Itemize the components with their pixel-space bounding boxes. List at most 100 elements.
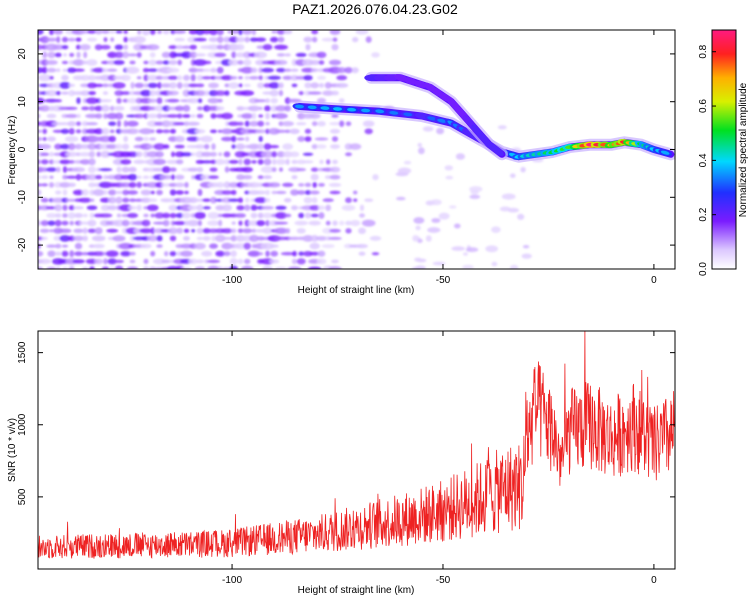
ridge-peak [375,109,385,114]
spectrogram-cell [190,114,196,118]
spectrogram-cell [309,205,321,211]
spectrogram-cell [103,37,108,42]
spectrogram-cell [257,82,265,89]
spectrogram-cell [162,212,171,219]
spectrogram-cell [122,189,130,196]
spectrogram-cell [159,175,173,180]
spectrogram-cell [72,68,85,72]
spectrogram-cell [274,113,288,119]
spectrogram-cell [202,236,211,241]
spectrogram-cell [255,59,267,66]
spectrogram-cell [235,213,246,218]
spectrogram-cell [67,37,76,42]
spectrogram-cell [92,251,106,256]
spectrogram-cell [174,135,185,143]
spectrogram-cell [218,266,223,269]
spectrogram-cell [89,266,95,269]
spectrogram-cell [195,83,205,88]
spectrogram-cell [275,105,287,112]
spectrogram-cell [93,83,104,88]
spectrogram-cell [262,44,273,51]
spectrogram-cell [431,218,441,223]
spectrogram-cells [38,30,544,269]
spectrogram-cell [146,120,159,127]
spectrogram-cell [310,82,320,89]
spectrogram-cell [310,167,319,172]
spectrogram-cell [210,129,217,134]
spectrogram-cell [74,251,83,256]
spectrogram-cell [49,76,54,80]
y-tick-label: 1500 [17,341,28,364]
spectrogram-cell [365,36,372,43]
spectrogram-cell [125,66,140,74]
spectrogram-cell [120,91,132,95]
spectrogram-cell [345,152,352,157]
spectrogram-cell [196,167,204,173]
spectrogram-cell [68,128,75,135]
spectrogram-cell [319,159,324,165]
spectrogram-cell [170,128,176,134]
spectrogram-cell [38,121,41,127]
spectrogram-cell [228,82,239,89]
spectrogram-cell [112,219,126,227]
spectrogram-cell [40,36,50,44]
spectrogram-cell [167,114,179,118]
spectrogram-cell [275,205,287,210]
spectrogram-cell [268,128,281,135]
spectrogram-cell [241,265,254,269]
spectrogram-cell [56,68,61,72]
spectrogram-ridges [292,71,675,163]
spectrogram-cell [322,90,335,96]
spectrogram-cell [298,183,305,187]
spectrogram-cell [263,158,272,166]
spectrogram-cell [236,106,245,111]
colorbar: 0.0 0.2 0.4 0.6 0.8 Normalized spectral ampl… [698,29,749,276]
spectrogram-cell [123,44,129,50]
spectrogram-cell [289,151,300,158]
spectrogram-cell [176,159,184,165]
spectrogram-cell [141,30,151,36]
spectrogram-cell [318,60,325,65]
spectrogram-cell [147,98,158,103]
spectrogram-cell [123,136,129,142]
spectrogram-cell [107,189,117,196]
spectrogram-cell [311,234,319,242]
spectrogram-cell [187,205,199,211]
spectrogram-cell [40,220,49,227]
spectrogram-cell [413,217,425,224]
spectrogram-cell [318,183,325,187]
spectrogram-cell [142,136,150,142]
spectrogram-cell [242,175,253,180]
spectrogram-cell [42,66,48,74]
spectrogram-cell [216,30,224,36]
spectrogram-cell [243,242,251,250]
spectrogram-cell [220,128,234,135]
spectrogram-cell [244,75,251,80]
spectrogram-cell [127,173,138,181]
spectrogram-cell [309,242,320,250]
spectrogram-cell [123,36,128,43]
spectrogram-cell [154,105,165,112]
spectrogram-cell [113,106,125,111]
spectrogram-cell [161,259,171,264]
spectrogram-cell [298,212,305,219]
spectrogram-cell [296,159,307,165]
spectrogram-cell [331,136,339,142]
spectrogram-cell [39,205,50,211]
spectrogram-cell [307,266,322,269]
spectrogram-cell [142,175,150,179]
spectrogram-cell [142,68,150,73]
spectrogram-cell [114,190,124,195]
spectrogram-cell [223,251,231,257]
spectrogram-cell [88,182,96,188]
spectrogram-cell [127,53,138,57]
spectrogram-cell [445,175,454,180]
spectrogram-cell [258,75,263,81]
spectrogram-cell [72,189,85,196]
spectrogram-cell [233,243,248,250]
y-tick-label: 500 [17,488,28,505]
spectrogram-cell [302,152,314,156]
spectrogram-cell [98,181,113,189]
spectrogram-cell [169,189,177,196]
spectrogram-cell [45,37,58,42]
